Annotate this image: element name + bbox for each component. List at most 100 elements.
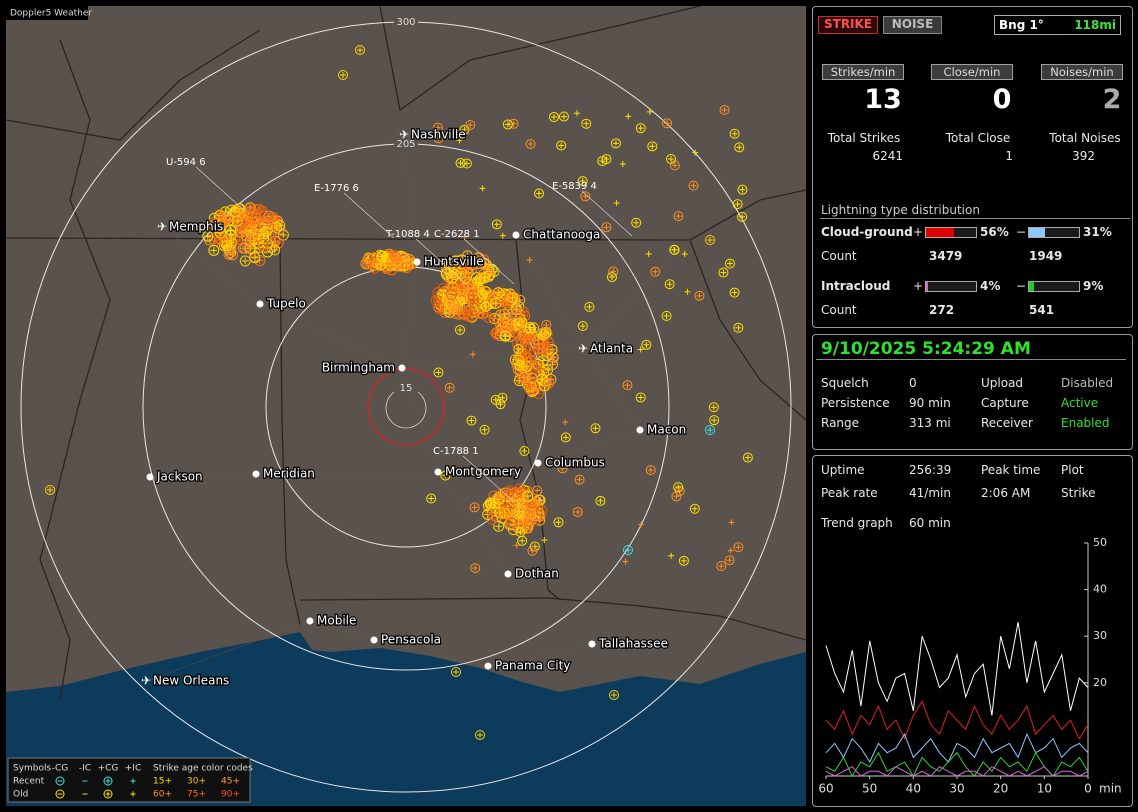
symbol-ring [466, 310, 478, 322]
airport-icon: ✈ [141, 674, 151, 688]
x-tick-label: 30 [949, 782, 964, 796]
symbol-ring [260, 226, 272, 238]
symbol-ring [553, 517, 564, 528]
trend-label: Trend graph [821, 516, 893, 530]
symbol-ring [462, 278, 474, 290]
legend-symbol-type: -IC [79, 764, 91, 774]
label-leader [462, 455, 514, 502]
symbol-ring [527, 507, 539, 519]
symbol-ring [215, 216, 227, 228]
total-label: Total Strikes [827, 131, 901, 145]
symbol-ring [462, 267, 474, 279]
symbol-ring [202, 230, 214, 242]
symbol-ring [523, 519, 535, 531]
city-label: Nashville [411, 128, 466, 142]
plus-sign: + [913, 225, 924, 239]
symbol-ring [732, 199, 743, 210]
plus-sign: + [913, 279, 924, 293]
setting: Persistence [821, 396, 890, 410]
symbol-ring [477, 308, 489, 320]
symbol-ring [524, 375, 536, 387]
symbol-ring [724, 258, 735, 269]
trend-line [825, 766, 1089, 777]
setting: Enabled [1061, 416, 1110, 430]
strike-button[interactable]: STRIKE [818, 16, 878, 34]
setting: Active [1061, 396, 1099, 410]
symbol-ring [483, 312, 495, 324]
symbol-ring [362, 254, 374, 266]
strike-label: E-1776 6 [314, 183, 359, 194]
symbol-ring [733, 542, 744, 553]
symbol-ring [456, 292, 468, 304]
symbol-ring [537, 342, 549, 354]
legend-row-name: Recent [13, 777, 45, 787]
city-dot [434, 468, 442, 476]
symbol-ring [221, 240, 233, 252]
y-tick-label: 50 [1093, 536, 1107, 549]
symbol-ring [455, 285, 467, 297]
symbol-ring [557, 463, 568, 474]
symbol-ring [244, 202, 256, 214]
city-label: Mobile [317, 614, 356, 628]
symbol-ring [225, 224, 237, 236]
ring-label: 15 [400, 383, 413, 394]
trend-line [825, 732, 1089, 764]
symbol-ring [508, 118, 519, 129]
symbol-ring [446, 272, 458, 284]
city-label: Jackson [156, 470, 203, 484]
symbol-ring [673, 482, 684, 493]
symbol-ring [734, 142, 745, 153]
symbol-ring [547, 358, 559, 370]
x-tick-label: 50 [862, 782, 877, 796]
symbol-ring [208, 244, 220, 256]
total-close: 1 [1005, 149, 1013, 163]
stat: Peak rate [821, 486, 878, 500]
symbol-ring [635, 123, 646, 134]
symbol-ring [526, 501, 538, 513]
city-dot [370, 636, 378, 644]
strike-label: U-594 6 [166, 157, 206, 168]
x-tick-label: 40 [906, 782, 921, 796]
symbol-ring [433, 301, 445, 313]
close-ring [367, 368, 445, 446]
symbol-ring [449, 255, 461, 267]
symbol-ring [577, 321, 588, 332]
symbol-ring [645, 465, 656, 476]
symbol-ring [437, 289, 449, 301]
symbol-ring [467, 279, 479, 291]
symbol-ring [520, 351, 532, 363]
bar-track [925, 227, 977, 238]
symbol-ring [560, 432, 571, 443]
symbol-ring [372, 257, 384, 269]
noise-button[interactable]: NOISE [883, 16, 942, 34]
symbol-ring [705, 425, 715, 435]
symbol-ring [635, 392, 646, 403]
label-leader [415, 238, 467, 285]
city-dot [484, 662, 492, 670]
city-dot [413, 258, 421, 266]
symbol-ring [426, 493, 437, 504]
strike-label: E-5839 4 [552, 181, 597, 192]
symbol-ring [498, 300, 510, 312]
symbol-ring [469, 502, 480, 513]
symbol-ring [631, 217, 642, 228]
symbol-ring [459, 124, 470, 135]
rate-header: Close/min [931, 64, 1013, 80]
symbol-ring [497, 508, 509, 520]
symbol-ring [729, 128, 740, 139]
stat: 41/min [909, 486, 951, 500]
symbol-ring [468, 258, 480, 270]
y-tick-label: 40 [1093, 583, 1107, 596]
symbol-ring [543, 345, 555, 357]
symbol-ring [610, 138, 621, 149]
bearing: Bng 1° [999, 18, 1044, 32]
stats-panel [812, 6, 1133, 328]
symbol-ring [403, 253, 415, 265]
symbol-ring [234, 209, 246, 221]
symbol-ring [250, 211, 262, 223]
symbol-ring [538, 329, 550, 341]
symbol-ring [267, 223, 279, 235]
symbol-ring [496, 488, 508, 500]
symbol-ring [384, 259, 396, 271]
